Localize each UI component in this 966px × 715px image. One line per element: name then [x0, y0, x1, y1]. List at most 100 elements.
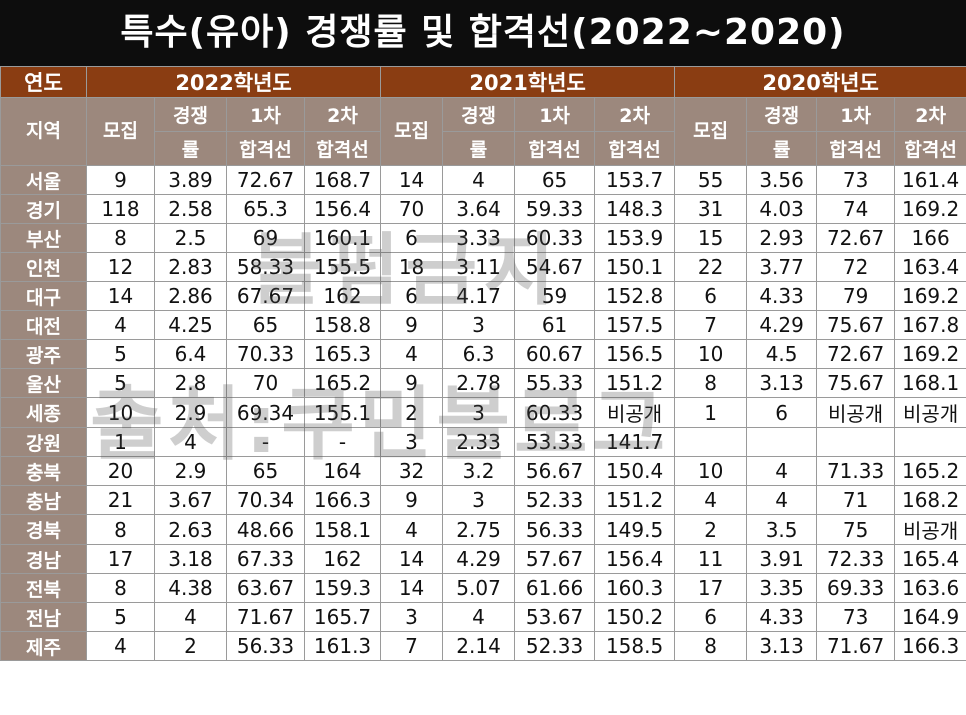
region-cell: 제주 [0, 631, 87, 661]
second-pass-cell: 156.4 [594, 544, 676, 574]
table-body: 서울 9 3.89 72.67 168.7 14 4 65 153.7 55 3.56 73 161.4… [0, 165, 966, 661]
recruit-cell: 7 [380, 631, 444, 661]
first-pass-cell: 48.66 [226, 514, 305, 545]
competition-cell: 2 [154, 631, 227, 661]
second-pass-cell: 159.3 [303, 573, 382, 603]
competition-cell [746, 427, 818, 457]
second-pass-cell: 162 [303, 281, 382, 311]
competition-cell: 2.75 [442, 514, 516, 545]
recruit-cell: 6 [380, 281, 444, 311]
first-pass-cell: 74 [816, 194, 896, 224]
recruit-header: 모집 [86, 97, 155, 166]
first-pass-cell: 65.3 [226, 194, 305, 224]
first-pass-cell: 72.67 [226, 165, 305, 195]
second-pass-cell: 164.9 [894, 602, 966, 632]
competition-cell: 2.14 [442, 631, 516, 661]
competition-cell: 3 [442, 310, 516, 340]
second-pass-cell: 151.2 [594, 368, 676, 398]
first-pass-cell: 75.67 [816, 310, 896, 340]
competition-cell: 3.67 [154, 485, 227, 515]
second-pass-cell: 161.3 [303, 631, 382, 661]
year-header-2022: 2022학년도 [85, 66, 382, 98]
first-pass-cell: 59.33 [514, 194, 596, 224]
first-pass-cell: 57.67 [514, 544, 596, 574]
year-column-header: 연도 [0, 66, 87, 98]
second-pass-cell: 141.7 [594, 427, 676, 457]
second-pass-cell: 160.1 [303, 223, 382, 253]
first-pass-cell: 72.33 [816, 544, 896, 574]
region-cell: 전남 [0, 602, 87, 632]
recruit-cell: 31 [674, 194, 748, 224]
competition-cell: 4.33 [746, 281, 818, 311]
second-pass-header-top: 2차 [303, 97, 382, 132]
second-pass-cell: 167.8 [894, 310, 966, 340]
competition-cell: 4.29 [442, 544, 516, 574]
first-pass-cell: 61.66 [514, 573, 596, 603]
recruit-cell: 1 [86, 427, 155, 457]
recruit-cell: 4 [674, 485, 748, 515]
recruit-cell: 8 [86, 223, 155, 253]
competition-cell: 3.35 [746, 573, 818, 603]
second-pass-cell: 156.4 [303, 194, 382, 224]
first-pass-cell: 75 [816, 514, 896, 545]
table-row: 인천 12 2.83 58.33 155.5 18 3.11 54.67 150.1 22 3.77… [0, 252, 966, 282]
second-pass-cell: 비공개 [894, 514, 966, 545]
recruit-cell: 3 [380, 602, 444, 632]
table-row: 전남 5 4 71.67 165.7 3 4 53.67 150.2 6 4.33 73 164.9 [0, 602, 966, 632]
competition-cell: 2.63 [154, 514, 227, 545]
second-pass-cell: 165.4 [894, 544, 966, 574]
first-pass-cell: 60.33 [514, 397, 596, 428]
second-pass-cell: 164 [303, 456, 382, 486]
second-pass-cell: 150.1 [594, 252, 676, 282]
competition-cell: 3.64 [442, 194, 516, 224]
second-pass-cell: 150.2 [594, 602, 676, 632]
second-pass-cell: 비공개 [594, 397, 676, 428]
second-pass-cell: - [303, 427, 382, 457]
region-cell: 울산 [0, 368, 87, 398]
recruit-cell: 4 [86, 310, 155, 340]
first-pass-header-bottom: 합격선 [226, 131, 305, 166]
first-pass-cell: 69.34 [226, 397, 305, 428]
recruit-cell: 18 [380, 252, 444, 282]
first-pass-cell: 75.67 [816, 368, 896, 398]
recruit-cell: 20 [86, 456, 155, 486]
competition-cell: 4 [442, 602, 516, 632]
region-column-header: 지역 [0, 97, 87, 166]
second-pass-cell: 166.3 [894, 631, 966, 661]
competition-cell: 4 [746, 456, 818, 486]
recruit-header: 모집 [380, 97, 444, 166]
recruit-cell: 15 [674, 223, 748, 253]
region-cell: 경남 [0, 544, 87, 574]
second-pass-cell: 165.2 [894, 456, 966, 486]
recruit-cell: 1 [674, 397, 748, 428]
first-pass-cell: 56.33 [514, 514, 596, 545]
second-pass-cell: 169.2 [894, 339, 966, 369]
first-pass-cell: 52.33 [514, 631, 596, 661]
table-row: 광주 5 6.4 70.33 165.3 4 6.3 60.67 156.5 10 4.5 72.67… [0, 339, 966, 369]
first-pass-cell: 63.67 [226, 573, 305, 603]
table-row: 울산 5 2.8 70 165.2 9 2.78 55.33 151.2 8 3.13 75.67 16… [0, 368, 966, 398]
page-title: 특수(유아) 경쟁률 및 합격선(2022~2020) [0, 0, 966, 66]
region-cell: 전북 [0, 573, 87, 603]
table-row: 서울 9 3.89 72.67 168.7 14 4 65 153.7 55 3.56 73 161.4 [0, 165, 966, 195]
second-pass-header-top: 2차 [894, 97, 966, 132]
second-pass-header-bottom: 합격선 [594, 131, 676, 166]
recruit-cell: 14 [380, 165, 444, 195]
first-pass-cell: 60.33 [514, 223, 596, 253]
second-pass-cell: 161.4 [894, 165, 966, 195]
first-pass-cell: 54.67 [514, 252, 596, 282]
table-row: 충북 20 2.9 65 164 32 3.2 56.67 150.4 10 4 71.33 165.2 [0, 456, 966, 486]
competition-cell: 2.9 [154, 456, 227, 486]
second-pass-cell: 158.8 [303, 310, 382, 340]
recruit-cell: 5 [86, 368, 155, 398]
first-pass-cell: 55.33 [514, 368, 596, 398]
first-pass-cell: 72.67 [816, 339, 896, 369]
recruit-cell: 9 [380, 368, 444, 398]
second-pass-header-bottom: 합격선 [303, 131, 382, 166]
second-pass-cell: 166.3 [303, 485, 382, 515]
first-pass-cell: - [226, 427, 305, 457]
competition-cell: 4.25 [154, 310, 227, 340]
second-pass-cell: 163.4 [894, 252, 966, 282]
recruit-cell: 3 [380, 427, 444, 457]
first-pass-cell: 70.33 [226, 339, 305, 369]
